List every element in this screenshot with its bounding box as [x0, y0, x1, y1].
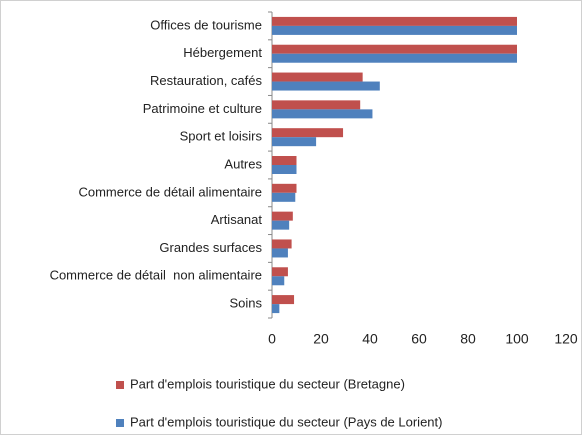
bar — [272, 304, 280, 314]
x-tick-label: 40 — [362, 331, 378, 347]
y-tick-label: Offices de tourisme — [150, 17, 262, 32]
bar — [272, 25, 517, 35]
legend-swatch — [116, 381, 124, 389]
bar — [272, 100, 361, 110]
y-tick-label: Sport et loisirs — [180, 129, 263, 144]
y-tick-label: Patrimoine et culture — [143, 101, 262, 116]
bar — [272, 16, 517, 26]
bar — [272, 165, 297, 174]
bar — [272, 267, 288, 277]
y-tick-label: Commerce de détail non alimentaire — [50, 268, 262, 283]
legend-label: Part d'emplois touristique du secteur (P… — [130, 414, 442, 429]
bar — [272, 239, 292, 249]
bar — [272, 248, 288, 258]
x-tick-label: 0 — [268, 331, 276, 347]
bar — [272, 211, 293, 221]
bar — [272, 220, 290, 230]
bar — [272, 276, 285, 286]
bar — [272, 109, 373, 119]
y-tick-label: Soins — [229, 296, 262, 311]
legend-label: Part d'emplois touristique du secteur (B… — [130, 376, 405, 391]
bar — [272, 295, 295, 305]
y-tick-label: Commerce de détail alimentaire — [78, 184, 262, 199]
y-tick-label: Restauration, cafés — [150, 73, 263, 88]
y-tick-label: Grandes surfaces — [159, 240, 262, 255]
bar — [272, 81, 380, 91]
bar — [272, 183, 297, 193]
bar — [272, 72, 363, 82]
x-tick-label: 60 — [411, 331, 427, 347]
x-tick-label: 100 — [505, 331, 529, 347]
bar — [272, 156, 297, 165]
bar — [272, 128, 344, 138]
y-tick-label: Artisanat — [211, 212, 263, 227]
y-tick-label: Hébergement — [183, 45, 262, 60]
bar — [272, 53, 517, 63]
y-tick-label: Autres — [224, 156, 262, 171]
x-tick-label: 80 — [460, 331, 476, 347]
bar — [272, 137, 317, 147]
bar — [272, 44, 517, 54]
x-tick-label: 120 — [554, 331, 578, 347]
x-tick-label: 20 — [313, 331, 329, 347]
bar — [272, 192, 296, 202]
legend-swatch — [116, 419, 124, 427]
